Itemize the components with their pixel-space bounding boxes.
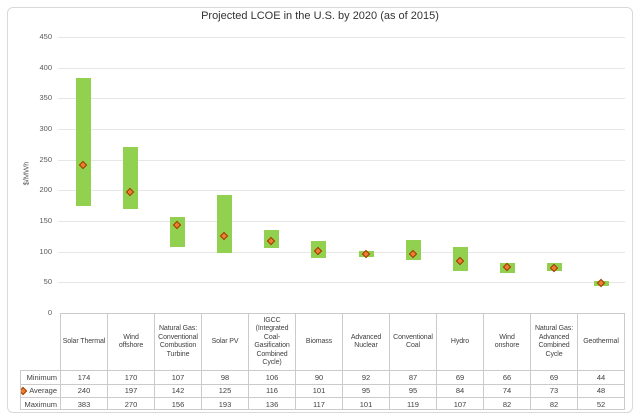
table-cell: 125	[201, 383, 248, 397]
y-tick-label: 450	[39, 32, 52, 41]
gridline	[58, 282, 625, 283]
table-cell: 240	[60, 383, 107, 397]
table-cell: 82	[483, 397, 530, 410]
table-cell: 106	[248, 370, 295, 384]
table-cell: 98	[201, 370, 248, 384]
table-cell: 270	[107, 397, 154, 410]
table-cell: 73	[530, 383, 577, 397]
table-header-cell: Advanced Nuclear	[342, 313, 389, 370]
table-cell: 44	[577, 370, 624, 384]
table-row-label: Minimum	[20, 370, 60, 384]
table-header-cell: IGCC (Integrated Coal- Gasification Combined…	[248, 313, 295, 370]
table-cell: 95	[342, 383, 389, 397]
y-tick-label: 200	[39, 185, 52, 195]
gridline	[58, 37, 625, 38]
table-row-label: Average	[20, 383, 60, 397]
table-cell: 66	[483, 370, 530, 384]
table-cell: 82	[530, 397, 577, 410]
range-bar	[123, 147, 139, 209]
table-cell: 170	[107, 370, 154, 384]
table-cell: 95	[389, 383, 436, 397]
y-tick-label: 250	[39, 154, 52, 164]
gridline	[58, 221, 625, 222]
table-cell: 90	[295, 370, 342, 384]
table-cell: 197	[107, 383, 154, 397]
table-cell: 142	[154, 383, 201, 397]
y-tick-label: 150	[39, 216, 52, 225]
y-tick-label: 300	[39, 124, 52, 133]
table-corner-cell	[20, 313, 60, 370]
table-cell: 101	[342, 397, 389, 410]
gridline	[58, 160, 625, 161]
table-cell: 136	[248, 397, 295, 410]
table-header-cell: Wind offshore	[107, 313, 154, 370]
average-key-diamond-icon	[21, 386, 28, 395]
gridline	[58, 68, 625, 69]
y-tick-label: 50	[43, 277, 52, 287]
gridline	[58, 252, 625, 253]
table-header-cell: Solar Thermal	[60, 313, 107, 370]
table-header-cell: Wind onshore	[483, 313, 530, 370]
data-table: Solar Thermal Wind offshore Natural Gas: Con…	[20, 313, 625, 410]
table-cell: 101	[295, 383, 342, 397]
range-bar	[76, 78, 92, 207]
table-header-cell: Hydro	[436, 313, 483, 370]
average-marker	[596, 278, 606, 288]
table-cell: 69	[530, 370, 577, 384]
range-bar	[217, 194, 233, 253]
gridline	[58, 129, 625, 130]
table-cell: 383	[60, 397, 107, 410]
table-cell: 92	[342, 370, 389, 384]
table-cell: 107	[154, 370, 201, 384]
table-cell: 193	[201, 397, 248, 410]
table-cell: 84	[436, 383, 483, 397]
table-header-cell: Natural Gas: Conventional Combustion Turbin…	[154, 313, 201, 370]
table-cell: 69	[436, 370, 483, 384]
table-header-cell: Geothermal	[577, 313, 624, 370]
gridline	[58, 98, 625, 99]
table-cell: 117	[295, 397, 342, 410]
table-cell: 174	[60, 370, 107, 384]
table-cell: 116	[248, 383, 295, 397]
table-cell: 48	[577, 383, 624, 397]
y-tick-label: 100	[39, 246, 52, 256]
table-cell: 74	[483, 383, 530, 397]
table-header-cell: Solar PV	[201, 313, 248, 370]
table-cell: 87	[389, 370, 436, 384]
gridline	[58, 190, 625, 191]
y-tick-label: 400	[39, 62, 52, 72]
table-cell: 107	[436, 397, 483, 410]
table-cell: 156	[154, 397, 201, 410]
table-header-cell: Biomass	[295, 313, 342, 370]
table-cell: 52	[577, 397, 624, 410]
chart-title: Projected LCOE in the U.S. by 2020 (as o…	[201, 10, 439, 22]
y-tick-label: 350	[39, 93, 52, 103]
table-row-label: Maximum	[20, 397, 60, 410]
table-header-cell: Natural Gas: Advanced Combined Cycle	[530, 313, 577, 370]
y-tick-label: 0	[47, 308, 52, 317]
table-header-cell: Conventional Coal	[389, 313, 436, 370]
table-cell: 119	[389, 397, 436, 410]
